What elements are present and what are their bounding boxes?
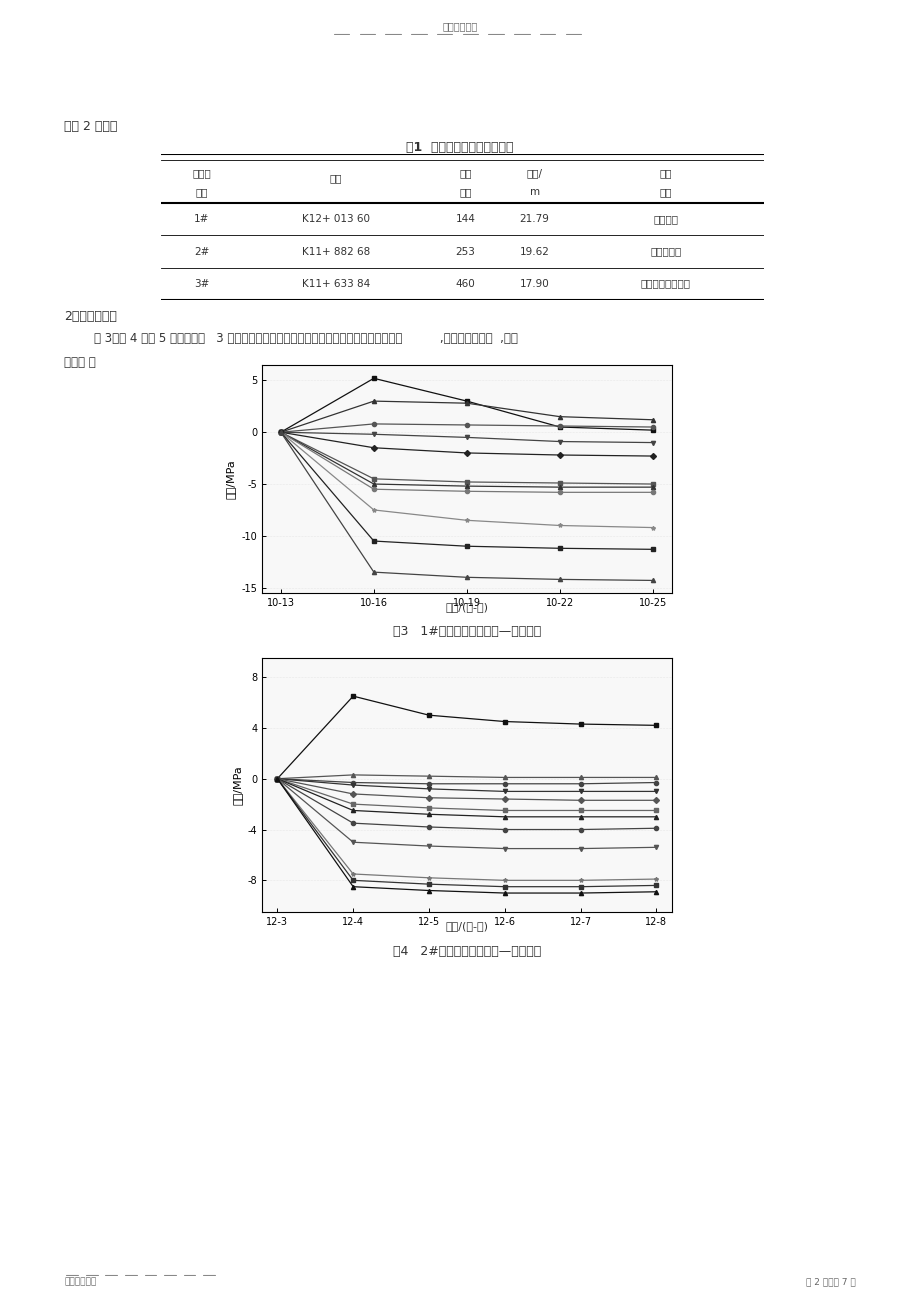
Text: 埋深/: 埋深/ bbox=[526, 168, 542, 177]
Text: 图4   2#被测环钢筋计应力—时间曲线: 图4 2#被测环钢筋计应力—时间曲线 bbox=[392, 945, 541, 958]
Text: 黏土、砂土、卵石: 黏土、砂土、卵石 bbox=[640, 279, 690, 289]
Text: m: m bbox=[529, 186, 539, 197]
Text: 里程: 里程 bbox=[329, 173, 342, 184]
Text: 时间/(月-日): 时间/(月-日) bbox=[446, 921, 488, 932]
Text: 第 2 页，共 7 页: 第 2 页，共 7 页 bbox=[805, 1277, 855, 1286]
Text: 精选学习资料: 精选学习资料 bbox=[442, 21, 477, 31]
Text: 图3   1#被测环钢筋计应力—时间曲线: 图3 1#被测环钢筋计应力—时间曲线 bbox=[392, 625, 541, 638]
Text: K11+ 633 84: K11+ 633 84 bbox=[301, 279, 369, 289]
Text: 表1  被测环的里程及地理位置: 表1 被测环的里程及地理位置 bbox=[406, 141, 513, 154]
Text: 施工: 施工 bbox=[459, 168, 471, 177]
Text: 力为负 。: 力为负 。 bbox=[64, 356, 96, 369]
Text: 地层: 地层 bbox=[659, 186, 671, 197]
Text: 黏质粉土: 黏质粉土 bbox=[652, 215, 677, 224]
Text: 编号: 编号 bbox=[195, 186, 208, 197]
Text: 253: 253 bbox=[455, 246, 475, 257]
Text: 2、结果及分析: 2、结果及分析 bbox=[64, 310, 117, 323]
Text: 环号: 环号 bbox=[459, 186, 471, 197]
Text: 1#: 1# bbox=[194, 215, 210, 224]
Text: 460: 460 bbox=[455, 279, 475, 289]
Text: 名师归纳总结: 名师归纳总结 bbox=[64, 1277, 96, 1286]
Text: 19.62: 19.62 bbox=[519, 246, 549, 257]
Text: 2#: 2# bbox=[194, 246, 210, 257]
Text: 砂土、卵石: 砂土、卵石 bbox=[650, 246, 681, 257]
Text: 17.90: 17.90 bbox=[519, 279, 549, 289]
Text: K11+ 882 68: K11+ 882 68 bbox=[301, 246, 369, 257]
Text: 21.79: 21.79 bbox=[519, 215, 549, 224]
Text: 所处: 所处 bbox=[659, 168, 671, 177]
Text: 144: 144 bbox=[455, 215, 475, 224]
Text: 3#: 3# bbox=[194, 279, 210, 289]
Text: K12+ 013 60: K12+ 013 60 bbox=[301, 215, 369, 224]
Text: 时间/(月-日): 时间/(月-日) bbox=[446, 602, 488, 612]
Text: 如图 2 所示。: 如图 2 所示。 bbox=[64, 120, 118, 133]
Text: 被测环: 被测环 bbox=[192, 168, 210, 177]
Text: 图 3、图 4 和图 5 分别给出了   3 个被测环各测点随盾构向前推进到不同位置时地测试结果          ,规定拉应力为正  ,压应: 图 3、图 4 和图 5 分别给出了 3 个被测环各测点随盾构向前推进到不同位置… bbox=[64, 332, 517, 345]
Y-axis label: 应力/MPa: 应力/MPa bbox=[232, 765, 242, 805]
Y-axis label: 应力/MPa: 应力/MPa bbox=[226, 459, 235, 499]
